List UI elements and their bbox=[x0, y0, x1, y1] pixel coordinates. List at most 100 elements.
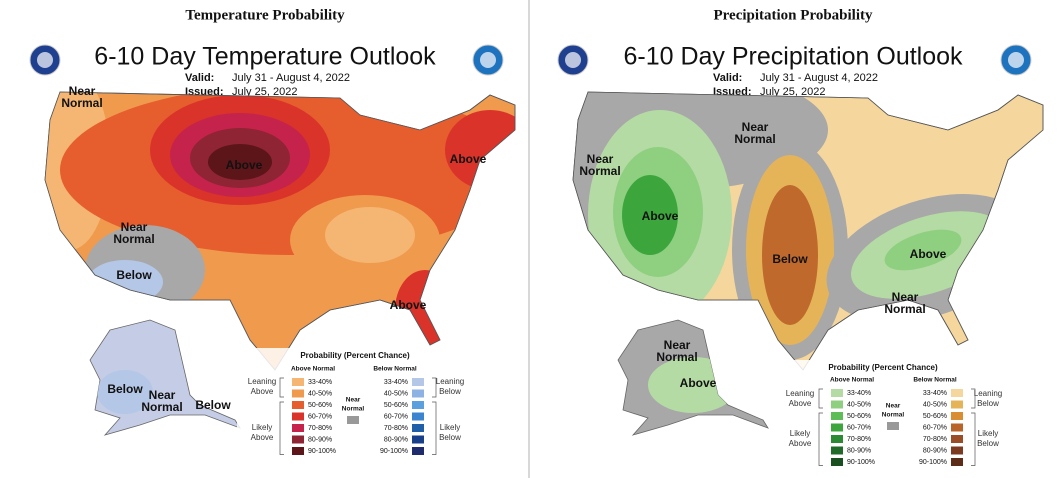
legend-bin: 80-90% bbox=[923, 447, 947, 454]
legend-bin: 50-60% bbox=[384, 402, 408, 409]
legend-swatch bbox=[412, 424, 424, 432]
legend-group: Likely bbox=[440, 423, 460, 432]
legend-bin: 90-100% bbox=[919, 459, 947, 466]
legend-group: Likely bbox=[252, 423, 272, 432]
probability-zone bbox=[208, 144, 272, 180]
region-label: Normal bbox=[579, 164, 620, 178]
legend-swatch bbox=[347, 416, 359, 424]
legend-swatch bbox=[831, 458, 843, 466]
legend-bin: 50-60% bbox=[847, 413, 871, 420]
legend-swatch bbox=[412, 447, 424, 455]
legend-swatch bbox=[292, 378, 304, 386]
region-label: Above bbox=[450, 152, 487, 166]
map-title: 6-10 Day Precipitation Outlook bbox=[623, 43, 963, 71]
probability-zone bbox=[762, 185, 818, 325]
valid-date: July 31 - August 4, 2022 bbox=[760, 72, 878, 84]
legend-heading: Below Normal bbox=[913, 377, 957, 384]
region-label: Normal bbox=[734, 132, 775, 146]
logo-inner bbox=[37, 52, 53, 68]
legend-near: Normal bbox=[882, 412, 905, 419]
probability-zone bbox=[445, 110, 515, 190]
legend-near: Near bbox=[346, 397, 361, 404]
region-label: Normal bbox=[61, 96, 102, 110]
region-label: Above bbox=[226, 158, 263, 172]
region-label: Below bbox=[116, 268, 152, 282]
issued-date: July 25, 2022 bbox=[760, 86, 825, 98]
legend-group: Below bbox=[439, 433, 461, 442]
legend-bracket bbox=[971, 388, 976, 466]
legend-bin: 40-50% bbox=[923, 401, 947, 408]
legend-swatch bbox=[951, 446, 963, 455]
probability-zone bbox=[97, 370, 153, 414]
region-label: Below bbox=[107, 382, 143, 396]
legend-swatch bbox=[412, 412, 424, 421]
zones bbox=[573, 92, 1030, 360]
legend-bin: 40-50% bbox=[308, 390, 332, 397]
legend-group: Below bbox=[977, 439, 999, 448]
legend-swatch bbox=[951, 412, 963, 420]
region-label: Near bbox=[121, 220, 148, 234]
legend-swatch bbox=[951, 435, 963, 443]
logo-inner bbox=[565, 52, 581, 68]
region-label: Normal bbox=[656, 350, 697, 364]
legend-bin: 70-80% bbox=[923, 436, 947, 443]
region-label: Normal bbox=[141, 400, 182, 414]
legend-swatch bbox=[292, 424, 304, 432]
legend-swatch bbox=[292, 435, 304, 444]
region-label: Near bbox=[742, 120, 769, 134]
region-label: Near bbox=[587, 152, 614, 166]
legend-group: Above bbox=[789, 399, 812, 408]
legend-swatch bbox=[831, 446, 843, 455]
legend-heading: Above Normal bbox=[830, 377, 874, 384]
region-label: Near bbox=[664, 338, 691, 352]
legend-group: Leaning bbox=[786, 389, 814, 398]
panel-header: Precipitation Probability bbox=[713, 7, 873, 23]
legend-bin: 80-90% bbox=[384, 436, 408, 443]
legend-bin: 50-60% bbox=[308, 402, 332, 409]
legend-bin: 70-80% bbox=[384, 425, 408, 432]
legend-bin: 80-90% bbox=[308, 436, 332, 443]
panel: Precipitation Probability 6-10 Day Precip… bbox=[557, 7, 1044, 478]
legend-bin: 60-70% bbox=[308, 413, 332, 420]
legend-bin: 40-50% bbox=[847, 401, 871, 408]
region-label: Near bbox=[69, 84, 96, 98]
region-label: Above bbox=[680, 376, 717, 390]
legend-swatch bbox=[412, 389, 424, 398]
legend-swatch bbox=[951, 400, 963, 409]
valid-date: July 31 - August 4, 2022 bbox=[232, 72, 350, 84]
legend-swatch bbox=[831, 412, 843, 420]
legend-swatch bbox=[831, 423, 843, 432]
logo-inner bbox=[1008, 52, 1024, 68]
issued-date: July 25, 2022 bbox=[232, 86, 297, 98]
legend-swatch bbox=[292, 447, 304, 455]
legend-heading: Above Normal bbox=[291, 366, 335, 373]
legend-bracket bbox=[818, 388, 823, 466]
legend-swatch bbox=[831, 389, 843, 397]
region-label: Near bbox=[149, 388, 176, 402]
legend-group: Below bbox=[439, 387, 461, 396]
region-label: Above bbox=[910, 247, 947, 261]
legend-swatch bbox=[292, 412, 304, 421]
legend-swatch bbox=[412, 378, 424, 386]
legend-group: Leaning bbox=[436, 377, 464, 386]
legend-group: Above bbox=[251, 387, 274, 396]
legend-near: Near bbox=[886, 403, 901, 410]
panel-header: Temperature Probability bbox=[185, 7, 345, 23]
legend-group: Above bbox=[251, 433, 274, 442]
legend-group: Above bbox=[789, 439, 812, 448]
legend-group: Likely bbox=[790, 429, 810, 438]
region-label: Above bbox=[390, 298, 427, 312]
legend-bin: 33-40% bbox=[384, 379, 408, 386]
valid-label: Valid: bbox=[185, 72, 214, 84]
legend-bin: 70-80% bbox=[308, 425, 332, 432]
probability-zone bbox=[325, 207, 415, 263]
region-label: Normal bbox=[884, 302, 925, 316]
legend-swatch bbox=[887, 422, 899, 430]
legend-bin: 60-70% bbox=[847, 424, 871, 431]
region-label: Below bbox=[195, 398, 231, 412]
legend-title: Probability (Percent Chance) bbox=[300, 351, 410, 360]
legend-bracket bbox=[432, 377, 437, 455]
legend-bin: 33-40% bbox=[308, 379, 332, 386]
legend-swatch bbox=[831, 435, 843, 443]
